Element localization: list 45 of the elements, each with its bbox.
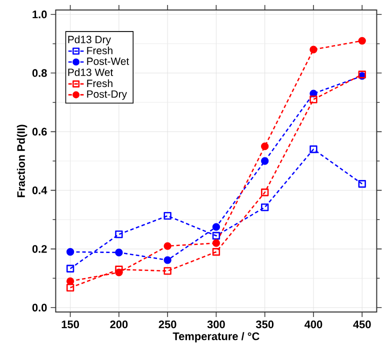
y-axis-title: Fraction Pd(II) [16, 124, 28, 198]
x-tick-label: 450 [353, 320, 371, 328]
annotation: Pd13 Wet [68, 68, 114, 76]
point [261, 142, 269, 150]
point [164, 212, 172, 220]
point [358, 180, 366, 188]
x-tick-label: 400 [304, 320, 322, 328]
legend-label: Fresh [87, 79, 112, 88]
point [261, 203, 269, 212]
x-tick-label: 200 [110, 320, 128, 328]
y-tick-label: 0.0 [32, 304, 47, 312]
point [310, 145, 318, 154]
legend-label: Fresh [87, 46, 112, 54]
annotation: Pd13 Dry [68, 36, 111, 46]
x-tick-label: 300 [207, 320, 225, 328]
point [261, 157, 269, 165]
point [115, 266, 123, 274]
point [115, 268, 123, 276]
point [212, 232, 220, 240]
point [115, 248, 123, 256]
point [164, 242, 172, 250]
x-tick-label: 350 [256, 320, 274, 328]
point [66, 264, 74, 272]
point [212, 223, 220, 231]
legend-label: Post-Dry [87, 90, 127, 100]
x-tick-label: 250 [158, 320, 176, 328]
y-tick-label: 0.2 [32, 245, 47, 253]
legend-label: Post-Wet [87, 58, 130, 65]
y-tick-label: 0.8 [32, 69, 47, 77]
point [115, 230, 123, 238]
point [212, 239, 220, 247]
point [66, 248, 74, 256]
point [66, 284, 74, 292]
point [310, 46, 318, 54]
point [261, 188, 269, 196]
y-tick-label: 0.6 [32, 128, 47, 136]
point [164, 256, 172, 264]
point [164, 267, 172, 275]
y-tick-label: 0.4 [32, 186, 48, 194]
x-axis-title: Temperature / °C [172, 332, 260, 342]
point [310, 96, 318, 104]
y-tick-label: 1.0 [32, 10, 47, 18]
point [212, 248, 220, 256]
x-tick-label: 150 [62, 320, 79, 328]
point [358, 36, 366, 45]
